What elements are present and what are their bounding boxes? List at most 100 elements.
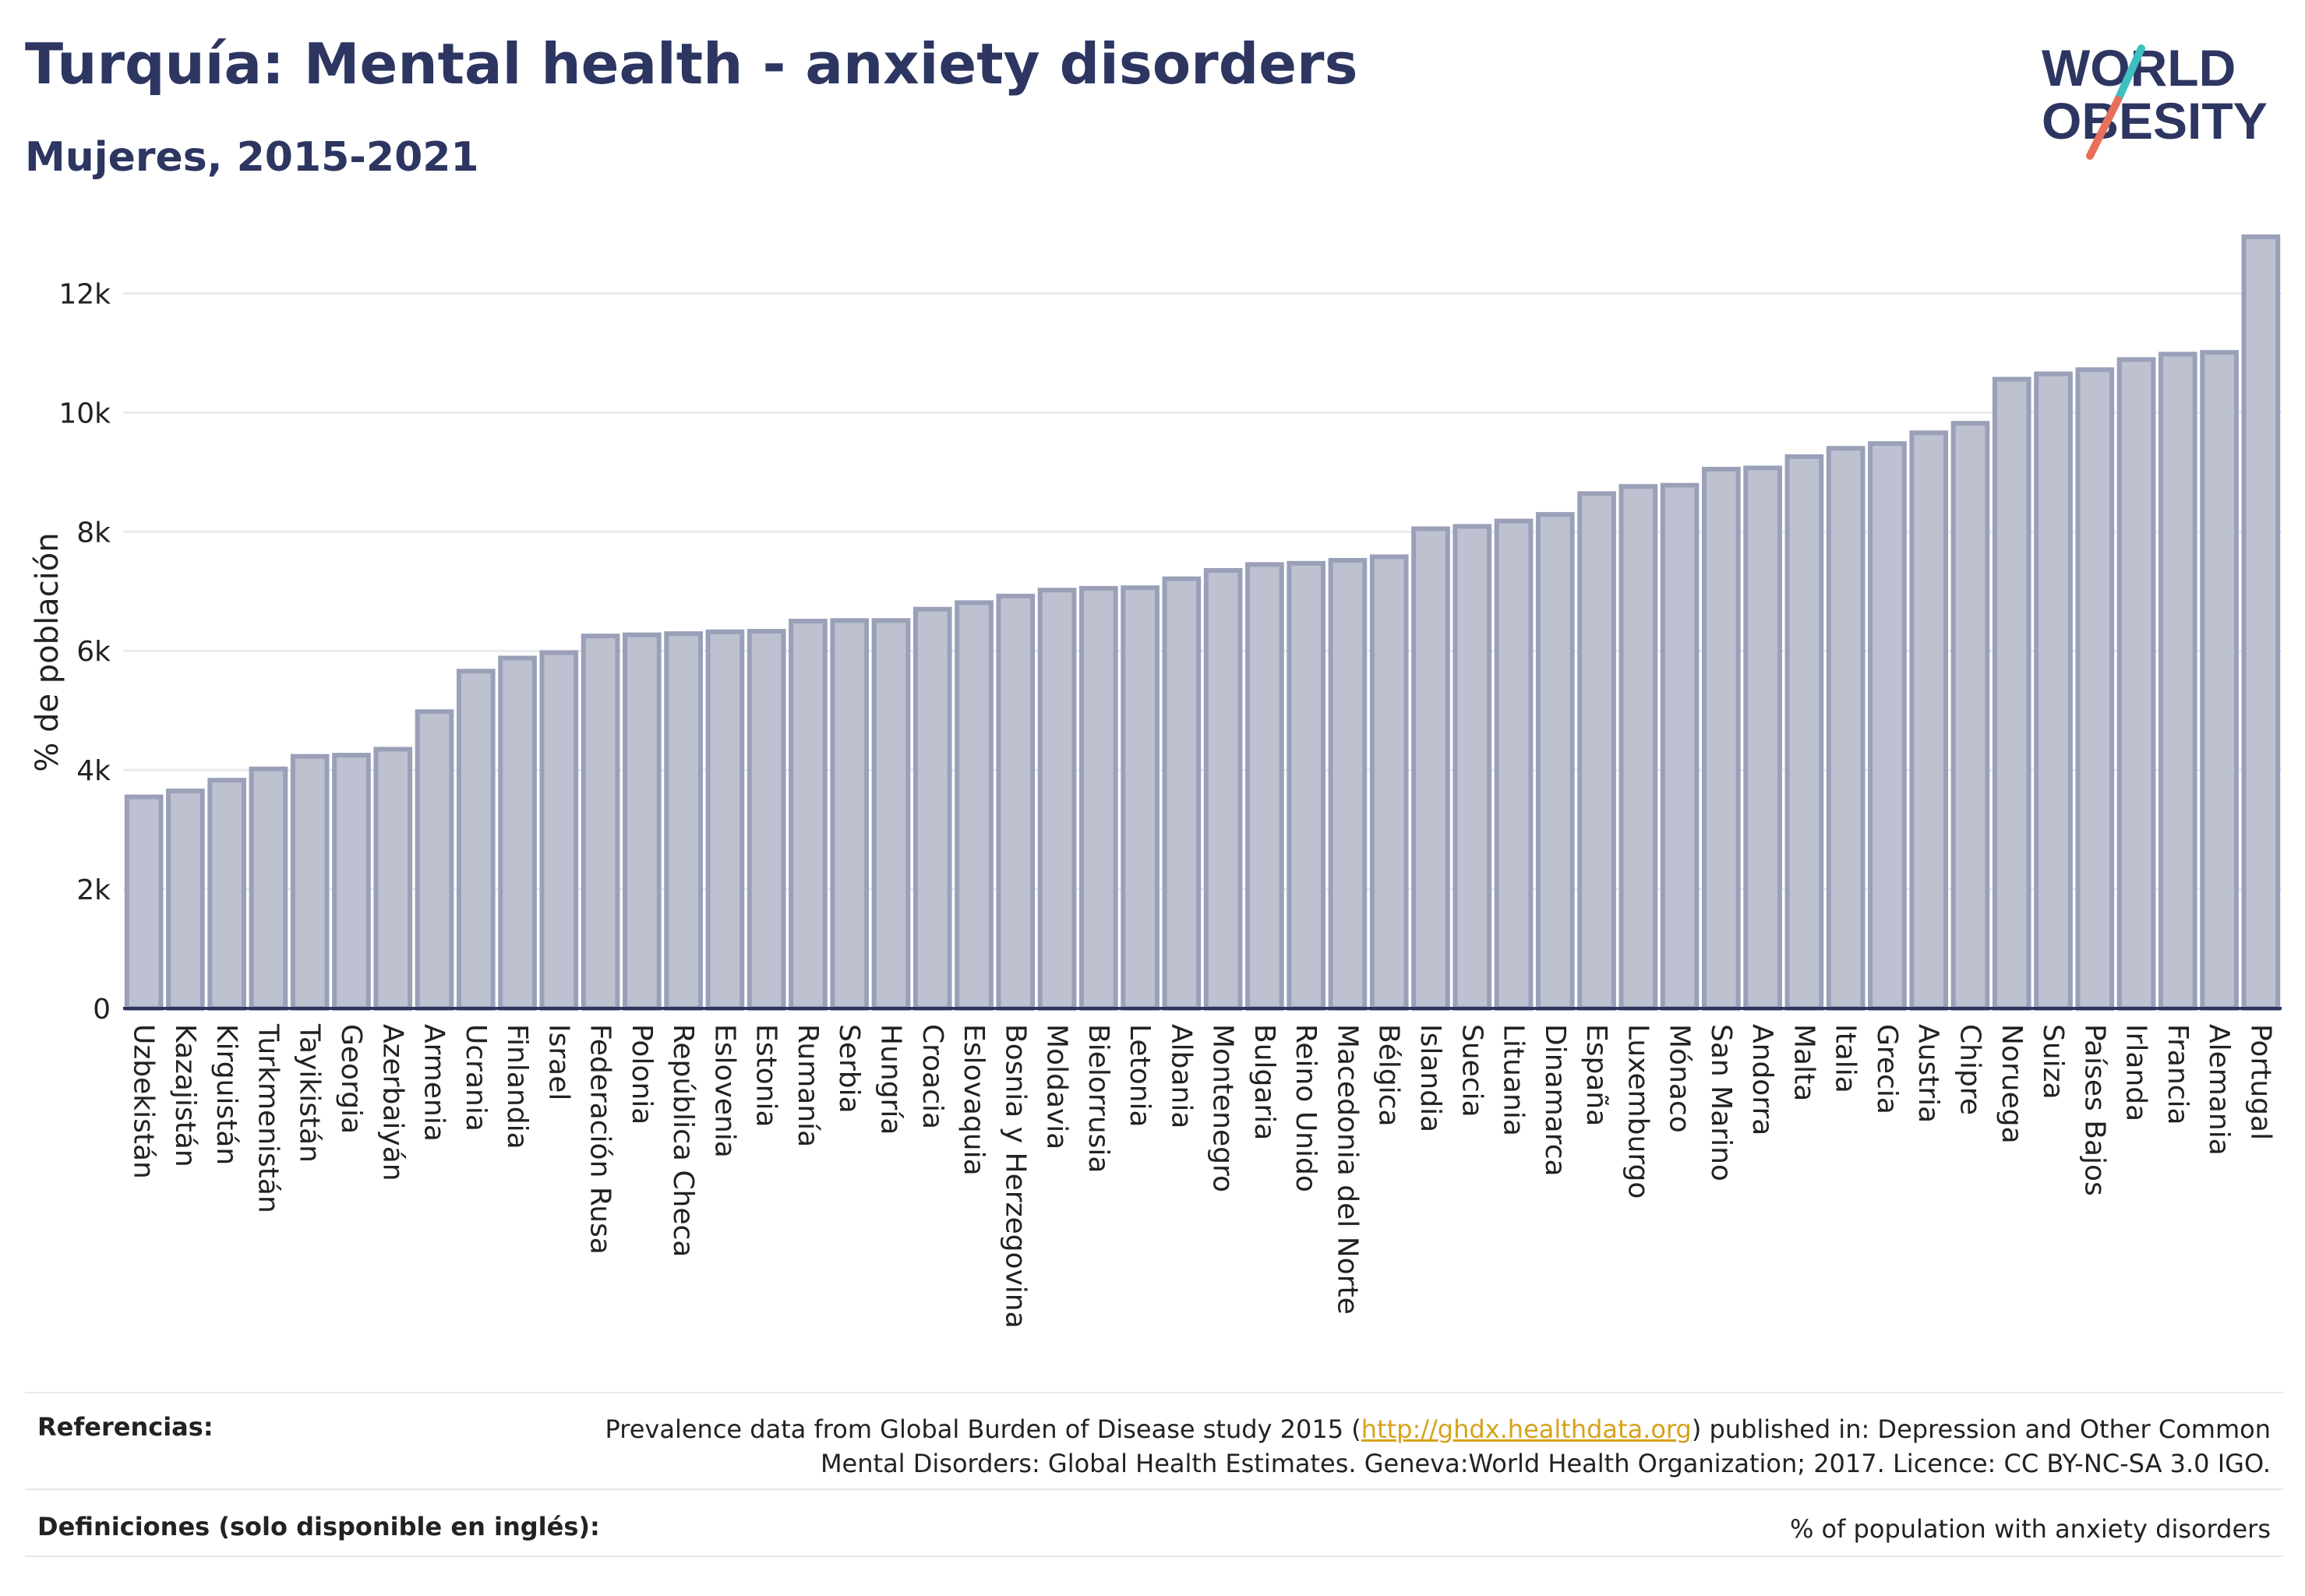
- x-tick-label: Irlanda: [2120, 1024, 2152, 1121]
- bar: [1494, 518, 1534, 1011]
- references-row: Referencias: Prevalence data from Global…: [25, 1412, 2283, 1490]
- bar: [1411, 526, 1450, 1011]
- bar: [207, 778, 247, 1011]
- bar: [2241, 234, 2281, 1012]
- bar: [1702, 467, 1741, 1011]
- y-axis-label: % de población: [30, 532, 65, 772]
- x-tick-label: San Marino: [1705, 1024, 1737, 1181]
- footer-divider-top: [25, 1392, 2283, 1393]
- x-tick-labels: Uzbekistán Kazajistán Kirguistán Turkmenist…: [128, 1023, 2277, 1329]
- y-tick-label: 4k: [76, 755, 111, 787]
- bar: [747, 628, 786, 1011]
- bar: [2158, 351, 2197, 1011]
- x-tick-label: Ucrania: [460, 1024, 492, 1132]
- x-tick-label: Finlandia: [501, 1024, 533, 1149]
- bar: [705, 629, 745, 1011]
- bar: [498, 655, 537, 1011]
- bar: [830, 618, 870, 1012]
- chart-title: Turquía: Mental health - anxiety disorde…: [25, 31, 1358, 97]
- bar: [1037, 588, 1077, 1011]
- x-tick-label: Alemania: [2203, 1024, 2235, 1156]
- references-link[interactable]: http://ghdx.healthdata.org: [1361, 1414, 1692, 1444]
- references-text: Prevalence data from Global Burden of Di…: [556, 1412, 2271, 1481]
- chart-subtitle: Mujeres, 2015-2021: [25, 134, 479, 181]
- bar: [1203, 568, 1243, 1011]
- bar: [664, 631, 703, 1012]
- x-tick-label: Portugal: [2244, 1024, 2276, 1140]
- x-tick-label: Austria: [1912, 1024, 1944, 1123]
- references-text-after: ) published in: Depression and Other Com…: [820, 1414, 2271, 1478]
- bars: [124, 234, 2281, 1012]
- bar: [1618, 484, 1658, 1011]
- x-tick-label: Israel: [542, 1024, 574, 1100]
- x-tick-label: Macedonia del Norte: [1331, 1024, 1363, 1315]
- x-tick-label: Lituania: [1498, 1024, 1530, 1136]
- bar: [1868, 441, 1907, 1011]
- bar: [1245, 562, 1284, 1011]
- x-tick-label: Moldavia: [1041, 1024, 1073, 1149]
- x-tick-label: Italia: [1830, 1024, 1862, 1093]
- bar: [1826, 446, 1866, 1011]
- x-tick-label: Federación Rusa: [584, 1024, 616, 1255]
- x-tick-label: Suecia: [1456, 1024, 1488, 1118]
- x-tick-label: Francia: [2162, 1024, 2194, 1125]
- bar: [332, 753, 371, 1011]
- bar: [290, 754, 330, 1011]
- bar: [955, 600, 994, 1011]
- x-tick-label: Kirguistán: [210, 1024, 242, 1165]
- bar: [1577, 491, 1616, 1011]
- definitions-text: % of population with anxiety disorders: [1789, 1514, 2271, 1544]
- bar: [1660, 482, 1700, 1011]
- bar: [1535, 512, 1575, 1011]
- x-tick-label: Reino Unido: [1290, 1024, 1322, 1192]
- bar: [249, 766, 288, 1012]
- y-tick-label: 0: [93, 994, 111, 1026]
- x-tick-label: Armenia: [418, 1024, 450, 1142]
- bar: [539, 650, 579, 1011]
- x-tick-label: Bélgica: [1373, 1024, 1405, 1127]
- x-tick-label: Dinamarca: [1539, 1024, 1571, 1177]
- x-tick-label: Bielorrusia: [1082, 1024, 1114, 1173]
- x-tick-label: Malta: [1788, 1024, 1820, 1101]
- bar: [1369, 554, 1409, 1011]
- x-tick-label: Bosnia y Herzegovina: [999, 1024, 1031, 1329]
- x-tick-label: Eslovaquia: [958, 1024, 990, 1176]
- x-tick-label: Polonia: [626, 1024, 658, 1125]
- x-tick-label: Mónaco: [1664, 1024, 1696, 1133]
- bar: [1743, 465, 1782, 1011]
- x-tick-label: Andorra: [1746, 1024, 1778, 1135]
- bar: [912, 606, 952, 1011]
- x-tick-label: Noruega: [1996, 1024, 2028, 1144]
- bar: [1909, 430, 1949, 1011]
- bar-chart: 0 2k 4k 6k 8k 10k 12k Uzbekistán Kazajistán Kirg…: [30, 234, 2282, 1329]
- y-tick-label: 6k: [76, 636, 111, 668]
- x-tick-label: Azerbaiyán: [376, 1024, 408, 1181]
- x-tick-label: Letonia: [1124, 1024, 1156, 1128]
- bar: [1328, 558, 1368, 1011]
- logo-slash-teal: [2114, 44, 2145, 104]
- bar: [1992, 376, 2031, 1011]
- world-obesity-logo: WORLD OBESITY: [2042, 39, 2268, 160]
- x-tick-label: Países Bajos: [2078, 1024, 2110, 1196]
- x-tick-label: Georgia: [335, 1024, 367, 1134]
- x-tick-label: Suiza: [2037, 1024, 2069, 1100]
- x-tick-label: Hungría: [874, 1024, 906, 1135]
- definitions-row: Definiciones (solo disponible en inglés)…: [25, 1512, 2283, 1551]
- x-tick-label: Luxemburgo: [1622, 1024, 1654, 1199]
- bar: [1287, 560, 1326, 1011]
- bar: [1078, 585, 1118, 1011]
- x-tick-label: Montenegro: [1207, 1024, 1239, 1192]
- x-tick-label: Islandia: [1414, 1024, 1446, 1132]
- y-tick-label: 2k: [76, 874, 111, 906]
- bar: [1784, 454, 1824, 1011]
- x-tick-label: Chipre: [1954, 1024, 1986, 1115]
- x-tick-label: República Checa: [667, 1024, 699, 1257]
- x-tick-label: Tayikistán: [294, 1023, 326, 1163]
- references-label: Referencias:: [37, 1412, 214, 1442]
- references-text-before: Prevalence data from Global Burden of Di…: [605, 1414, 1361, 1444]
- bar: [581, 634, 620, 1011]
- x-tick-label: Eslovenia: [708, 1024, 740, 1158]
- x-tick-label: Turkmenistán: [252, 1023, 284, 1213]
- y-tick-labels: 0 2k 4k 6k 8k 10k 12k: [58, 278, 111, 1026]
- bar: [789, 619, 828, 1011]
